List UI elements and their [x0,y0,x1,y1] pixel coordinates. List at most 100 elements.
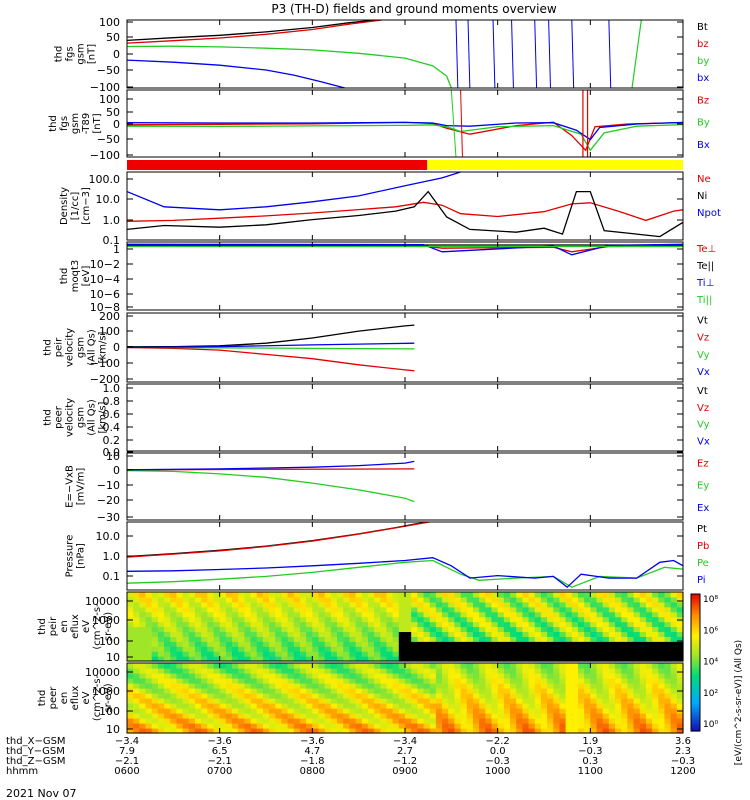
spectrogram-cell [584,668,591,674]
y-tick-label: 100 [99,325,120,338]
series-line-Vx [127,342,415,349]
spectrogram-cell [497,673,505,679]
spectrogram-cell [639,636,647,642]
spectrogram-cell [633,621,641,628]
y-axis-label-line: [km/s] [98,331,109,363]
spectrogram-cell [522,596,530,603]
spectrogram-cell [454,596,462,603]
spectrogram-cell [213,723,221,729]
spectrogram-cell [565,708,573,714]
spectrogram-cell [472,626,480,633]
spectrogram-cell [454,718,462,724]
y-axis-label-line: [eV] [81,266,92,287]
panel-peir-en-eflux: 10000100010010thdpeirenefluxeV(cm^2-s-sr… [37,591,684,664]
y-axis-label-line: en [59,692,70,705]
spectrogram-cell [460,663,468,669]
spectrogram-cell [608,708,616,714]
spectrogram-cell [367,616,375,623]
spectrogram-cell [244,703,252,709]
spectrogram-cell [547,656,554,662]
spectrogram-cell [676,656,684,662]
spectrogram-cell [497,698,505,704]
spectrogram-cell [472,698,480,704]
spectrogram-cell [318,723,326,729]
spectrogram-cell [367,673,375,679]
spectrogram-cell [577,663,585,669]
colorbar-cell [691,657,700,661]
spectrogram-cell [658,703,666,709]
spectrogram-cell [318,641,326,647]
spectrogram-cell [485,693,493,699]
spectrogram-cell [164,688,171,694]
spectrogram-cell [479,728,486,734]
spectrogram-cell [207,703,215,709]
spectrogram-cell [565,683,573,689]
spectrogram-cell [170,601,178,608]
spectrogram-cell [491,636,499,642]
spectrogram-cell [386,713,394,719]
y-axis-label-line: thd [48,115,59,132]
spectrogram-cell [367,621,375,628]
spectrogram-cell [417,651,425,657]
spectrogram-cell [256,656,264,662]
spectrogram-cell [232,651,239,657]
spectrogram-cell [176,631,184,637]
spectrogram-cell [497,678,505,684]
spectrogram-cell [602,673,610,679]
spectrogram-cell [157,646,165,652]
spectrogram-cell [565,656,573,662]
spectrogram-cell [269,636,276,642]
spectrogram-cell [225,718,233,724]
spectrogram-cell [337,596,344,603]
spectrogram-cell [658,698,666,704]
spectrogram-cell [170,641,178,647]
spectrogram-cell [652,636,659,642]
spectrogram-cell [466,616,474,623]
spectrogram-cell [596,601,604,608]
spectrogram-cell [219,601,227,608]
spectrogram-cell [510,678,517,684]
spectrogram-cell [133,601,140,608]
spectrogram-cell [411,621,418,628]
spectrogram-cell [250,698,258,704]
spectrogram-cell [269,688,276,694]
spectrogram-cell [188,668,196,674]
spectrogram-cell [293,698,301,704]
series-line-by [127,45,452,88]
spectrogram-cell [312,728,320,734]
spectrogram-cell [497,601,505,608]
spectrogram-cell [275,626,283,633]
spectrogram-cell [380,698,388,704]
spectrogram-cell [621,678,628,684]
spectrogram-cell [602,668,610,674]
y-tick-label: −50 [97,64,120,77]
spectrogram-cell [213,728,221,734]
spectrogram-cell [435,698,443,704]
spectrogram-cell [275,703,283,709]
spectrogram-cell [516,641,523,647]
spectrogram-cell [275,651,283,657]
spectrogram-cell [448,708,456,714]
y-tick-label: 1000 [92,685,120,698]
spectrogram-cell [417,663,425,669]
spectrogram-cell [676,641,684,647]
spectrogram-cell [602,651,610,657]
spectrogram-cell [676,663,684,669]
spectrogram-cell [571,592,579,598]
spectrogram-cell [262,636,270,642]
spectrogram-cell [534,693,542,699]
spectrogram-cell [670,641,678,647]
spectrogram-cell [176,728,184,734]
spectrogram-cell [355,668,363,674]
spectrogram-cell [485,703,493,709]
y-tick-label: 10 [106,450,120,463]
spectrogram-cell [466,678,474,684]
spectrogram-cell [170,656,178,662]
spectrogram-cell [645,601,653,608]
spectrogram-cell [417,678,425,684]
spectrogram-cell [145,678,153,684]
spectrogram-cell [534,698,542,704]
spectrogram-cell [355,596,363,603]
spectrogram-cell [503,663,511,669]
spectrogram-cell [664,668,672,674]
